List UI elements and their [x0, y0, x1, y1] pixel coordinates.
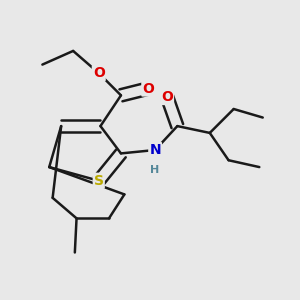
Text: N: N [149, 143, 161, 157]
Text: O: O [161, 90, 173, 104]
Text: H: H [151, 166, 160, 176]
Text: O: O [142, 82, 154, 95]
Text: O: O [93, 66, 105, 80]
Text: S: S [94, 174, 104, 188]
